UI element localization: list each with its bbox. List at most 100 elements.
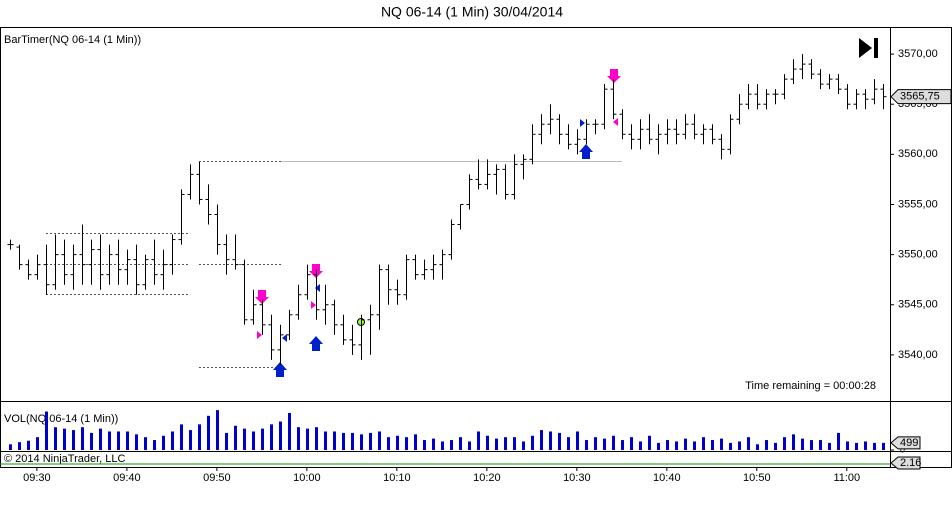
volume-bar — [378, 431, 381, 450]
x-tick-label: 10:20 — [473, 472, 501, 484]
volume-bar — [234, 425, 237, 450]
volume-bar — [351, 432, 354, 450]
volume-tag-label: 499 — [900, 437, 918, 449]
volume-bar — [864, 441, 867, 450]
volume-bar — [747, 437, 750, 450]
volume-bar — [828, 442, 831, 450]
volume-title: VOL(NQ 06-14 (1 Min)) — [4, 413, 118, 425]
volume-bar — [81, 427, 84, 450]
volume-bar — [504, 437, 507, 450]
x-tick-label: 10:30 — [563, 472, 591, 484]
y-tick-label: 3570,00 — [898, 48, 938, 60]
volume-bar — [648, 435, 651, 450]
volume-bar — [243, 428, 246, 450]
volume-bar — [54, 427, 57, 450]
y-tick-label: 3555,00 — [898, 198, 938, 210]
volume-bar — [369, 432, 372, 450]
volume-bar — [693, 441, 696, 450]
volume-bar — [450, 440, 453, 450]
reference-lines — [46, 161, 281, 368]
volume-bar — [414, 434, 417, 450]
volume-bar — [774, 442, 777, 450]
volume-bar — [639, 441, 642, 450]
indicator-tag — [890, 456, 921, 470]
x-tick-label: 09:40 — [113, 472, 141, 484]
volume-bar — [684, 438, 687, 450]
x-tick-label: 09:50 — [203, 472, 231, 484]
volume-bar — [18, 442, 21, 450]
volume-bar — [468, 441, 471, 450]
volume-bar — [36, 437, 39, 450]
volume-bar — [333, 431, 336, 450]
x-tick-label: 10:10 — [383, 472, 411, 484]
volume-bar — [657, 442, 660, 450]
volume-bar — [765, 440, 768, 450]
volume-bar — [108, 431, 111, 450]
volume-bar — [72, 430, 75, 450]
volume-bar — [99, 428, 102, 450]
volume-bar — [396, 435, 399, 450]
x-tick-label: 10:00 — [293, 472, 321, 484]
volume-bar — [117, 431, 120, 450]
volume-bar — [225, 432, 228, 450]
volume-bar — [387, 437, 390, 450]
volume-bar — [288, 412, 291, 450]
copyright: © 2014 NinjaTrader, LLC — [4, 453, 125, 465]
volume-bar — [720, 438, 723, 450]
price-tag — [890, 89, 952, 105]
volume-bar — [441, 441, 444, 450]
volume-bar — [567, 437, 570, 450]
volume-bar — [846, 441, 849, 450]
volume-bar — [594, 437, 597, 450]
volume-bar — [306, 428, 309, 450]
volume-bar — [153, 440, 156, 450]
volume-bar — [405, 437, 408, 450]
volume-bar — [486, 435, 489, 450]
indicator-tag-label: 2.16 — [900, 457, 921, 469]
volume-bar — [837, 432, 840, 450]
volume-bar — [180, 424, 183, 450]
x-tick-label: 09:30 — [23, 472, 51, 484]
y-tick-label: 3545,00 — [898, 299, 938, 311]
volume-bar — [360, 434, 363, 450]
volume-bar — [585, 440, 588, 450]
volume-bar — [432, 438, 435, 450]
volume-bar — [252, 431, 255, 450]
volume-bar — [738, 441, 741, 450]
volume-bar — [477, 431, 480, 450]
annotation: Time remaining = 00:00:28 — [745, 380, 876, 392]
volume-bar — [729, 442, 732, 450]
volume-bar — [324, 431, 327, 450]
x-tick-label: 10:50 — [743, 472, 771, 484]
volume-bar — [621, 440, 624, 450]
volume-bar — [315, 427, 318, 450]
volume-bar — [810, 440, 813, 450]
volume-bar — [171, 431, 174, 450]
volume-bar — [666, 440, 669, 450]
volume-bar — [756, 444, 759, 450]
volume-bar — [9, 444, 12, 450]
price-tag-label: 3565,75 — [900, 91, 940, 103]
volume-bar — [873, 442, 876, 450]
volume-bar — [522, 441, 525, 450]
volume-bar — [27, 440, 30, 450]
volume-bar — [819, 440, 822, 450]
volume-bar — [882, 442, 885, 450]
volume-bar — [540, 430, 543, 450]
volume-bar — [189, 430, 192, 450]
indicator-title: BarTimer(NQ 06-14 (1 Min)) — [4, 34, 141, 46]
volume-bar — [297, 427, 300, 450]
chart-title: NQ 06-14 (1 Min) 30/04/2014 — [381, 4, 563, 20]
x-tick-label: 11:00 — [833, 472, 860, 484]
volume-bar — [459, 437, 462, 450]
volume-bar — [90, 432, 93, 450]
x-tick-label: 10:40 — [653, 472, 681, 484]
volume-bar — [261, 428, 264, 450]
volume-bar — [801, 438, 804, 450]
volume-bar — [495, 438, 498, 450]
volume-bar — [792, 434, 795, 450]
y-tick-label: 3560,00 — [898, 148, 938, 160]
volume-tag — [890, 436, 921, 450]
